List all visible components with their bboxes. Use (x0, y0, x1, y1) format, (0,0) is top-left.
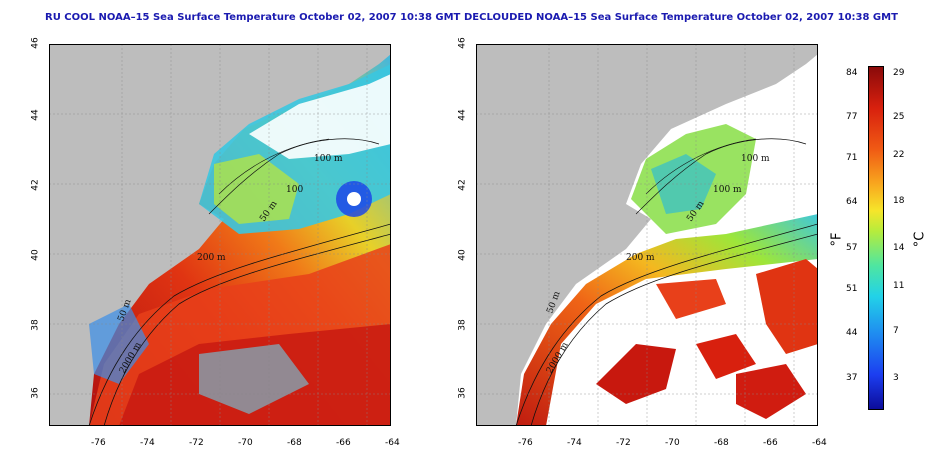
declouded-sst-map-image: 100 m 100 m 50 m 200 m 50 m 2000 m (476, 44, 818, 426)
y-tick-label: 44 (30, 109, 41, 121)
y-tick-label: 38 (457, 319, 468, 331)
fahrenheit-tick: 51 (846, 284, 858, 294)
x-tick-label: -74 (140, 438, 155, 448)
x-tick-label: -64 (812, 438, 827, 448)
x-tick-label: -74 (567, 438, 582, 448)
x-tick-label: -66 (763, 438, 778, 448)
y-tick-label: 36 (457, 387, 468, 399)
y-tick-label: 38 (30, 319, 41, 331)
x-tick-label: -68 (714, 438, 729, 448)
celsius-tick: 14 (893, 243, 905, 253)
temperature-colorbar (868, 66, 884, 410)
celsius-tick: 25 (893, 112, 905, 122)
contour-label: 100 m (314, 154, 343, 164)
declouded-sst-map: 100 m 100 m 50 m 200 m 50 m 2000 m (476, 44, 818, 426)
left-map-title: RU COOL NOAA–15 Sea Surface Temperature … (45, 12, 461, 23)
celsius-tick: 29 (893, 68, 905, 78)
y-tick-label: 42 (457, 179, 468, 191)
x-tick-label: -70 (665, 438, 680, 448)
x-tick-label: -64 (385, 438, 400, 448)
raw-sst-map: 100 m 100 50 m 200 m 50 m 2000 m (49, 44, 391, 426)
contour-label: 100 m (713, 185, 742, 195)
fahrenheit-tick: 71 (846, 153, 858, 163)
fahrenheit-tick: 77 (846, 112, 858, 122)
fahrenheit-unit-label: °F (829, 232, 845, 247)
raw-sst-map-image: 100 m 100 50 m 200 m 50 m 2000 m (49, 44, 391, 426)
celsius-tick: 3 (893, 373, 899, 383)
y-tick-label: 42 (30, 179, 41, 191)
x-tick-label: -76 (518, 438, 533, 448)
x-tick-label: -68 (287, 438, 302, 448)
celsius-tick: 7 (893, 326, 899, 336)
contour-label: 200 m (197, 253, 226, 263)
x-tick-label: -72 (189, 438, 204, 448)
x-tick-label: -76 (91, 438, 106, 448)
celsius-tick: 11 (893, 281, 905, 291)
fahrenheit-tick: 44 (846, 328, 858, 338)
x-tick-label: -66 (336, 438, 351, 448)
y-tick-label: 44 (457, 109, 468, 121)
fahrenheit-tick: 57 (846, 243, 858, 253)
y-tick-label: 46 (30, 37, 41, 49)
celsius-tick: 18 (893, 196, 905, 206)
y-tick-label: 40 (457, 249, 468, 261)
fahrenheit-tick: 37 (846, 373, 858, 383)
contour-label: 100 m (741, 154, 770, 164)
contour-label: 100 (286, 185, 303, 195)
celsius-tick: 22 (893, 150, 905, 160)
celsius-unit-label: °C (912, 231, 928, 248)
y-tick-label: 36 (30, 387, 41, 399)
fahrenheit-tick: 84 (846, 68, 858, 78)
y-tick-label: 46 (457, 37, 468, 49)
right-map-title: DECLOUDED NOAA–15 Sea Surface Temperatur… (464, 12, 898, 23)
fahrenheit-tick: 64 (846, 197, 858, 207)
contour-label: 200 m (626, 253, 655, 263)
y-tick-label: 40 (30, 249, 41, 261)
x-tick-label: -70 (238, 438, 253, 448)
x-tick-label: -72 (616, 438, 631, 448)
